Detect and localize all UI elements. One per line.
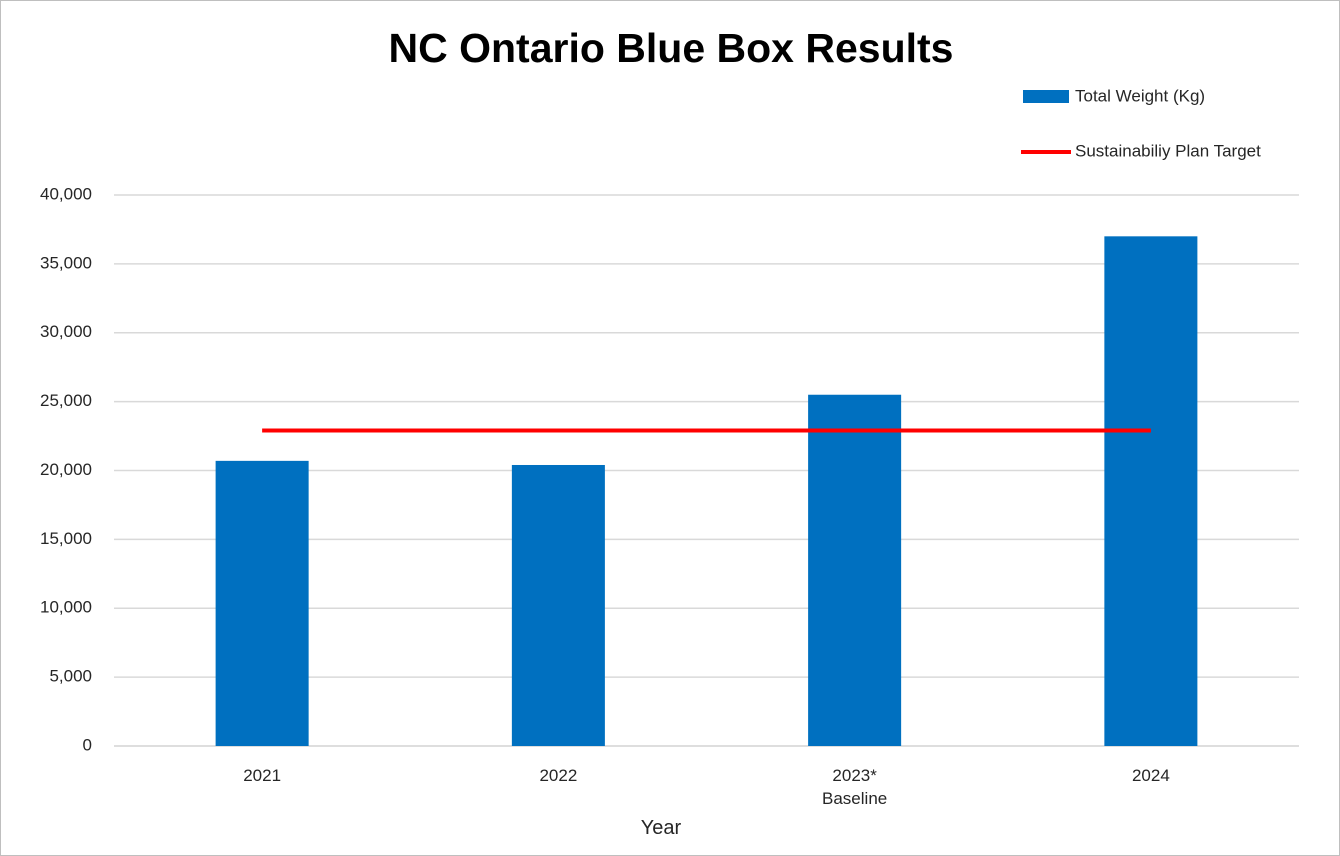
x-tick-label: 2023* Baseline — [822, 766, 888, 808]
y-tick-label: 25,000 — [40, 391, 92, 410]
y-tick-label: 5,000 — [49, 667, 92, 686]
y-tick-label: 15,000 — [40, 529, 92, 548]
bar — [215, 460, 309, 746]
bar — [511, 464, 605, 746]
legend-swatch — [1023, 90, 1069, 103]
y-tick-label: 0 — [83, 735, 92, 754]
legend-label: Total Weight (Kg) — [1075, 86, 1205, 105]
y-tick-label: 30,000 — [40, 322, 92, 341]
y-tick-label: 35,000 — [40, 253, 92, 272]
legend-label: Sustainabiliy Plan Target — [1075, 141, 1261, 160]
x-tick-label: 2022 — [539, 766, 578, 785]
bar — [808, 394, 902, 746]
x-axis-title: Year — [640, 817, 682, 839]
x-tick-label: 2024 — [1131, 766, 1170, 785]
x-tick-label: 2021 — [243, 766, 282, 785]
chart-title: NC Ontario Blue Box Results — [389, 25, 954, 71]
y-tick-label: 10,000 — [40, 598, 92, 617]
bar — [1104, 236, 1198, 746]
y-tick-label: 40,000 — [40, 184, 92, 203]
y-tick-label: 20,000 — [40, 460, 92, 479]
